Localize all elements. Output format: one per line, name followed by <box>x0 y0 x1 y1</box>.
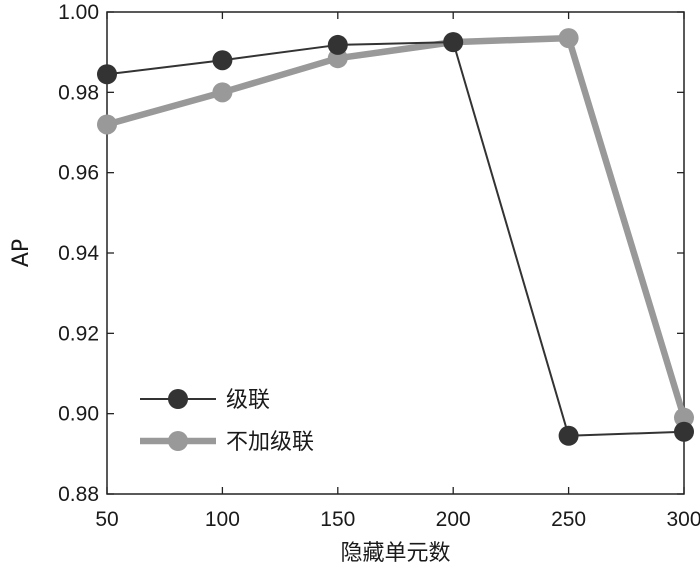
series-0 <box>97 32 694 446</box>
y-tick-label: 0.94 <box>58 242 99 265</box>
x-tick-label: 50 <box>95 508 118 531</box>
x-axis-ticks: 50 100 150 200 250 300 <box>95 12 700 531</box>
data-point <box>327 34 348 55</box>
legend-item-0: 级联 <box>140 388 270 413</box>
x-tick-label: 150 <box>320 508 355 531</box>
data-point <box>674 407 694 428</box>
series-line-0 <box>106 41 685 437</box>
data-point <box>212 82 233 103</box>
legend-label: 级联 <box>226 388 270 413</box>
y-tick-label: 0.88 <box>58 483 99 506</box>
y-tick-label: 0.90 <box>58 403 99 426</box>
data-point <box>558 425 579 446</box>
data-point <box>443 32 464 53</box>
y-axis-ticks: 0.88 0.90 0.92 0.94 0.96 0.98 1.00 <box>58 1 684 506</box>
legend-label: 不加级联 <box>226 430 314 455</box>
plot-frame <box>106 11 685 495</box>
y-tick-label: 0.92 <box>58 322 99 345</box>
y-tick-label: 0.96 <box>58 162 99 185</box>
x-tick-label: 100 <box>205 508 240 531</box>
legend-marker <box>168 431 188 451</box>
y-tick-label: 1.00 <box>58 1 99 24</box>
series-1 <box>97 28 694 428</box>
y-tick-label: 0.98 <box>58 81 99 104</box>
data-point <box>212 50 233 71</box>
data-point <box>97 114 117 135</box>
x-tick-label: 250 <box>551 508 586 531</box>
series-line-1 <box>106 34 688 419</box>
series-layer <box>97 28 694 446</box>
x-tick-label: 300 <box>666 508 700 531</box>
x-axis-title: 隐藏单元数 <box>340 541 450 566</box>
legend-item-1: 不加级联 <box>140 430 314 455</box>
x-tick-label: 200 <box>436 508 471 531</box>
plot-area <box>106 11 685 495</box>
legend-marker <box>168 389 188 409</box>
data-point <box>558 28 579 49</box>
y-axis-title: AP <box>9 239 34 267</box>
data-point <box>97 64 117 85</box>
data-point <box>674 421 694 442</box>
